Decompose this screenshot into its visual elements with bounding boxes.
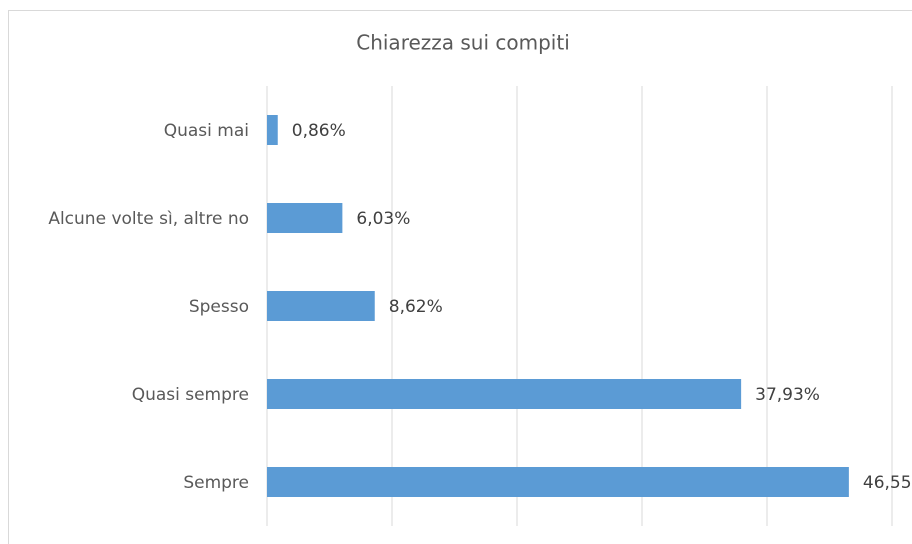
data-label: 37,93% (755, 385, 820, 405)
data-label: 0,86% (292, 121, 346, 141)
chart-border (8, 10, 912, 544)
bar (267, 115, 278, 145)
bar (267, 203, 343, 233)
y-tick-label: Spesso (189, 297, 249, 317)
y-tick-label: Alcune volte sì, altre no (48, 209, 249, 229)
y-tick-label: Quasi mai (164, 121, 249, 141)
y-tick-label: Sempre (183, 473, 249, 493)
bar (267, 379, 742, 409)
y-tick-label: Quasi sempre (132, 385, 249, 405)
data-label: 8,62% (389, 297, 443, 317)
chart-title: Chiarezza sui compiti (356, 31, 570, 55)
data-label: 6,03% (356, 209, 410, 229)
bar (267, 291, 375, 321)
bar (267, 467, 849, 497)
data-label: 46,55% (863, 473, 912, 493)
